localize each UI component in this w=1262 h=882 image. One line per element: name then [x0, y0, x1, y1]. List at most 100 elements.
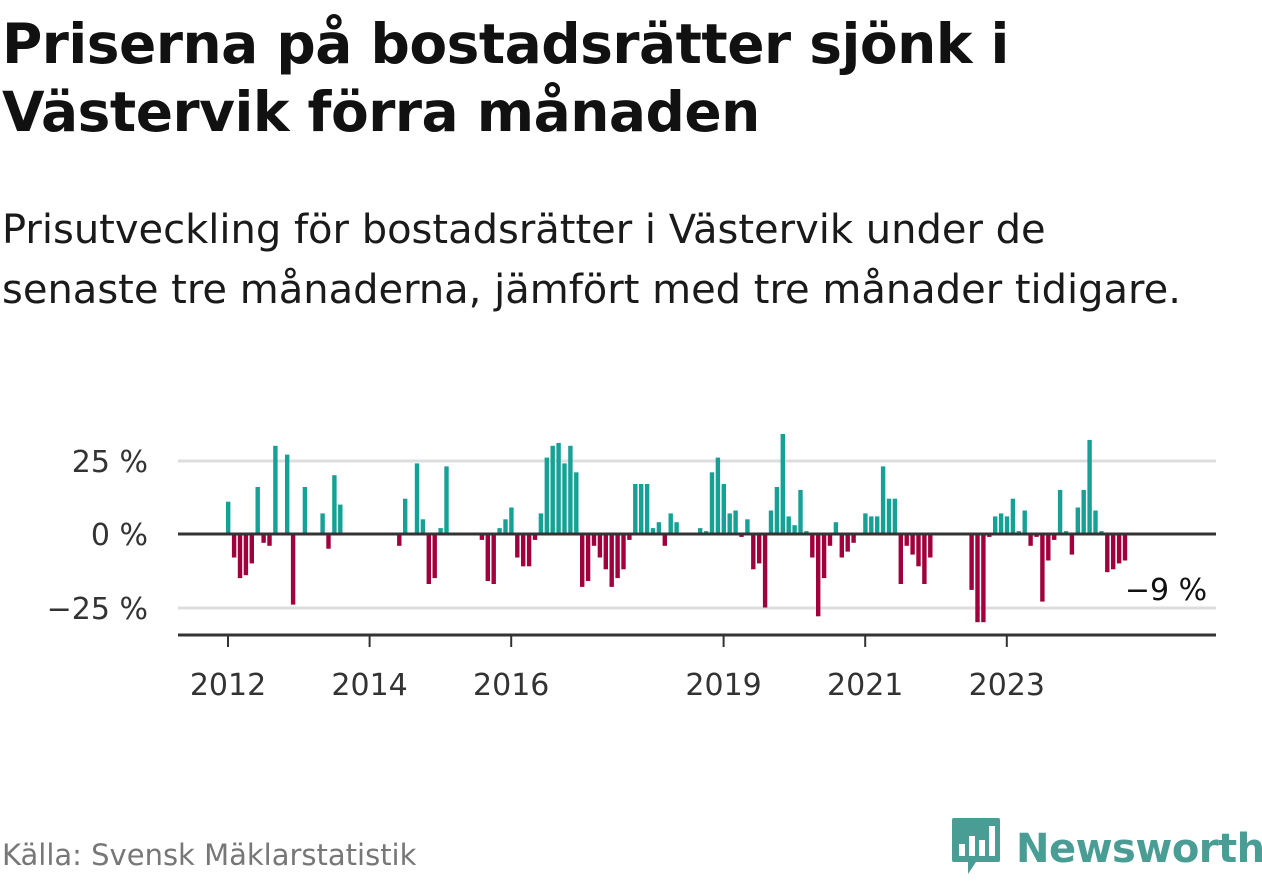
bar	[1040, 534, 1045, 602]
bar	[1081, 489, 1086, 534]
x-tick-label: 2023	[969, 668, 1045, 703]
bar	[509, 507, 514, 534]
bar	[290, 534, 296, 605]
x-ticks: 2012 2014 2016 2019 2021 2023	[190, 635, 1045, 703]
bar	[544, 457, 549, 534]
bar	[845, 534, 850, 552]
bar	[733, 510, 738, 534]
bar	[231, 534, 237, 558]
bar	[414, 463, 420, 534]
bar	[603, 534, 608, 570]
y-tick-labels: 25 % 0 % −25 %	[47, 445, 148, 627]
bar	[827, 534, 833, 546]
bar	[869, 516, 874, 534]
bar	[833, 522, 839, 534]
bar	[302, 487, 308, 534]
bar	[633, 484, 638, 534]
chart-subtitle: Prisutveckling för bostadsrätter i Väste…	[2, 207, 1181, 313]
bar	[839, 534, 844, 558]
newsworthy-logo-icon	[950, 816, 1002, 882]
bar	[875, 516, 880, 534]
bar	[332, 475, 337, 534]
x-tick-label: 2019	[685, 668, 761, 703]
bar	[762, 534, 768, 608]
bar-chart: 25 % 0 % −25 % 2012 2014 2016 2019 2021 2023 …	[47, 434, 1216, 703]
bar	[532, 534, 538, 540]
bar	[810, 534, 815, 558]
bar	[285, 454, 290, 534]
bar	[898, 534, 903, 584]
bar	[485, 534, 490, 581]
source-note: Källa: Svensk Mäklarstatistik	[2, 838, 417, 872]
bar	[892, 498, 898, 534]
bar	[656, 522, 662, 534]
bar	[267, 534, 272, 546]
last-value-label: −9 %	[1125, 573, 1207, 608]
bar	[816, 534, 821, 617]
bar	[255, 487, 260, 534]
bar	[886, 498, 892, 534]
bar	[1028, 534, 1033, 546]
bar	[574, 472, 579, 534]
bar	[751, 534, 756, 570]
bar	[237, 534, 243, 579]
bar	[538, 513, 544, 534]
bar	[420, 519, 426, 534]
bar	[904, 534, 909, 546]
bar	[515, 534, 520, 558]
bar	[1122, 534, 1128, 561]
newsworthy-brand[interactable]: Newsworthy	[950, 816, 1262, 882]
bar	[627, 534, 632, 540]
bar	[910, 534, 915, 555]
bar	[821, 534, 827, 579]
bar	[998, 513, 1004, 534]
x-tick-label: 2012	[190, 668, 266, 703]
bar	[226, 501, 231, 534]
bar	[928, 534, 933, 558]
bar	[503, 519, 508, 534]
bar	[975, 534, 980, 623]
bar	[444, 466, 449, 534]
bar	[621, 534, 626, 570]
bar	[644, 484, 650, 534]
bar	[674, 522, 679, 534]
bar	[526, 534, 532, 567]
bar	[662, 534, 667, 546]
bar	[727, 513, 732, 534]
bar	[1022, 510, 1027, 534]
x-tick-label: 2014	[331, 668, 407, 703]
chart-title: Priserna på bostadsrätter sjönk i Väster…	[2, 12, 1009, 144]
bar	[639, 484, 644, 534]
bar	[698, 528, 703, 534]
bar	[721, 484, 726, 534]
bar	[497, 528, 502, 534]
bar	[426, 534, 431, 584]
bar	[880, 466, 886, 534]
bar	[479, 534, 485, 540]
y-tick-label--25: −25 %	[47, 592, 148, 627]
bars	[226, 434, 1128, 623]
brand-name: Newsworthy	[1016, 826, 1262, 872]
bar	[397, 534, 402, 546]
bar	[798, 489, 803, 534]
bar	[249, 534, 254, 564]
bar	[1087, 439, 1092, 534]
bar	[1057, 489, 1063, 534]
x-tick-label: 2016	[473, 668, 549, 703]
bar	[780, 434, 785, 534]
bar	[1004, 516, 1010, 534]
bar	[1116, 534, 1122, 564]
bar	[993, 516, 998, 534]
bar	[709, 472, 715, 534]
bar	[432, 534, 437, 579]
bar	[273, 445, 278, 534]
bar	[863, 513, 868, 534]
bar	[774, 487, 780, 534]
bar	[757, 534, 762, 564]
bar	[550, 445, 555, 534]
bar	[786, 516, 791, 534]
bar	[597, 534, 603, 558]
bar	[1046, 534, 1051, 561]
bar	[615, 534, 620, 579]
bar	[585, 534, 591, 581]
